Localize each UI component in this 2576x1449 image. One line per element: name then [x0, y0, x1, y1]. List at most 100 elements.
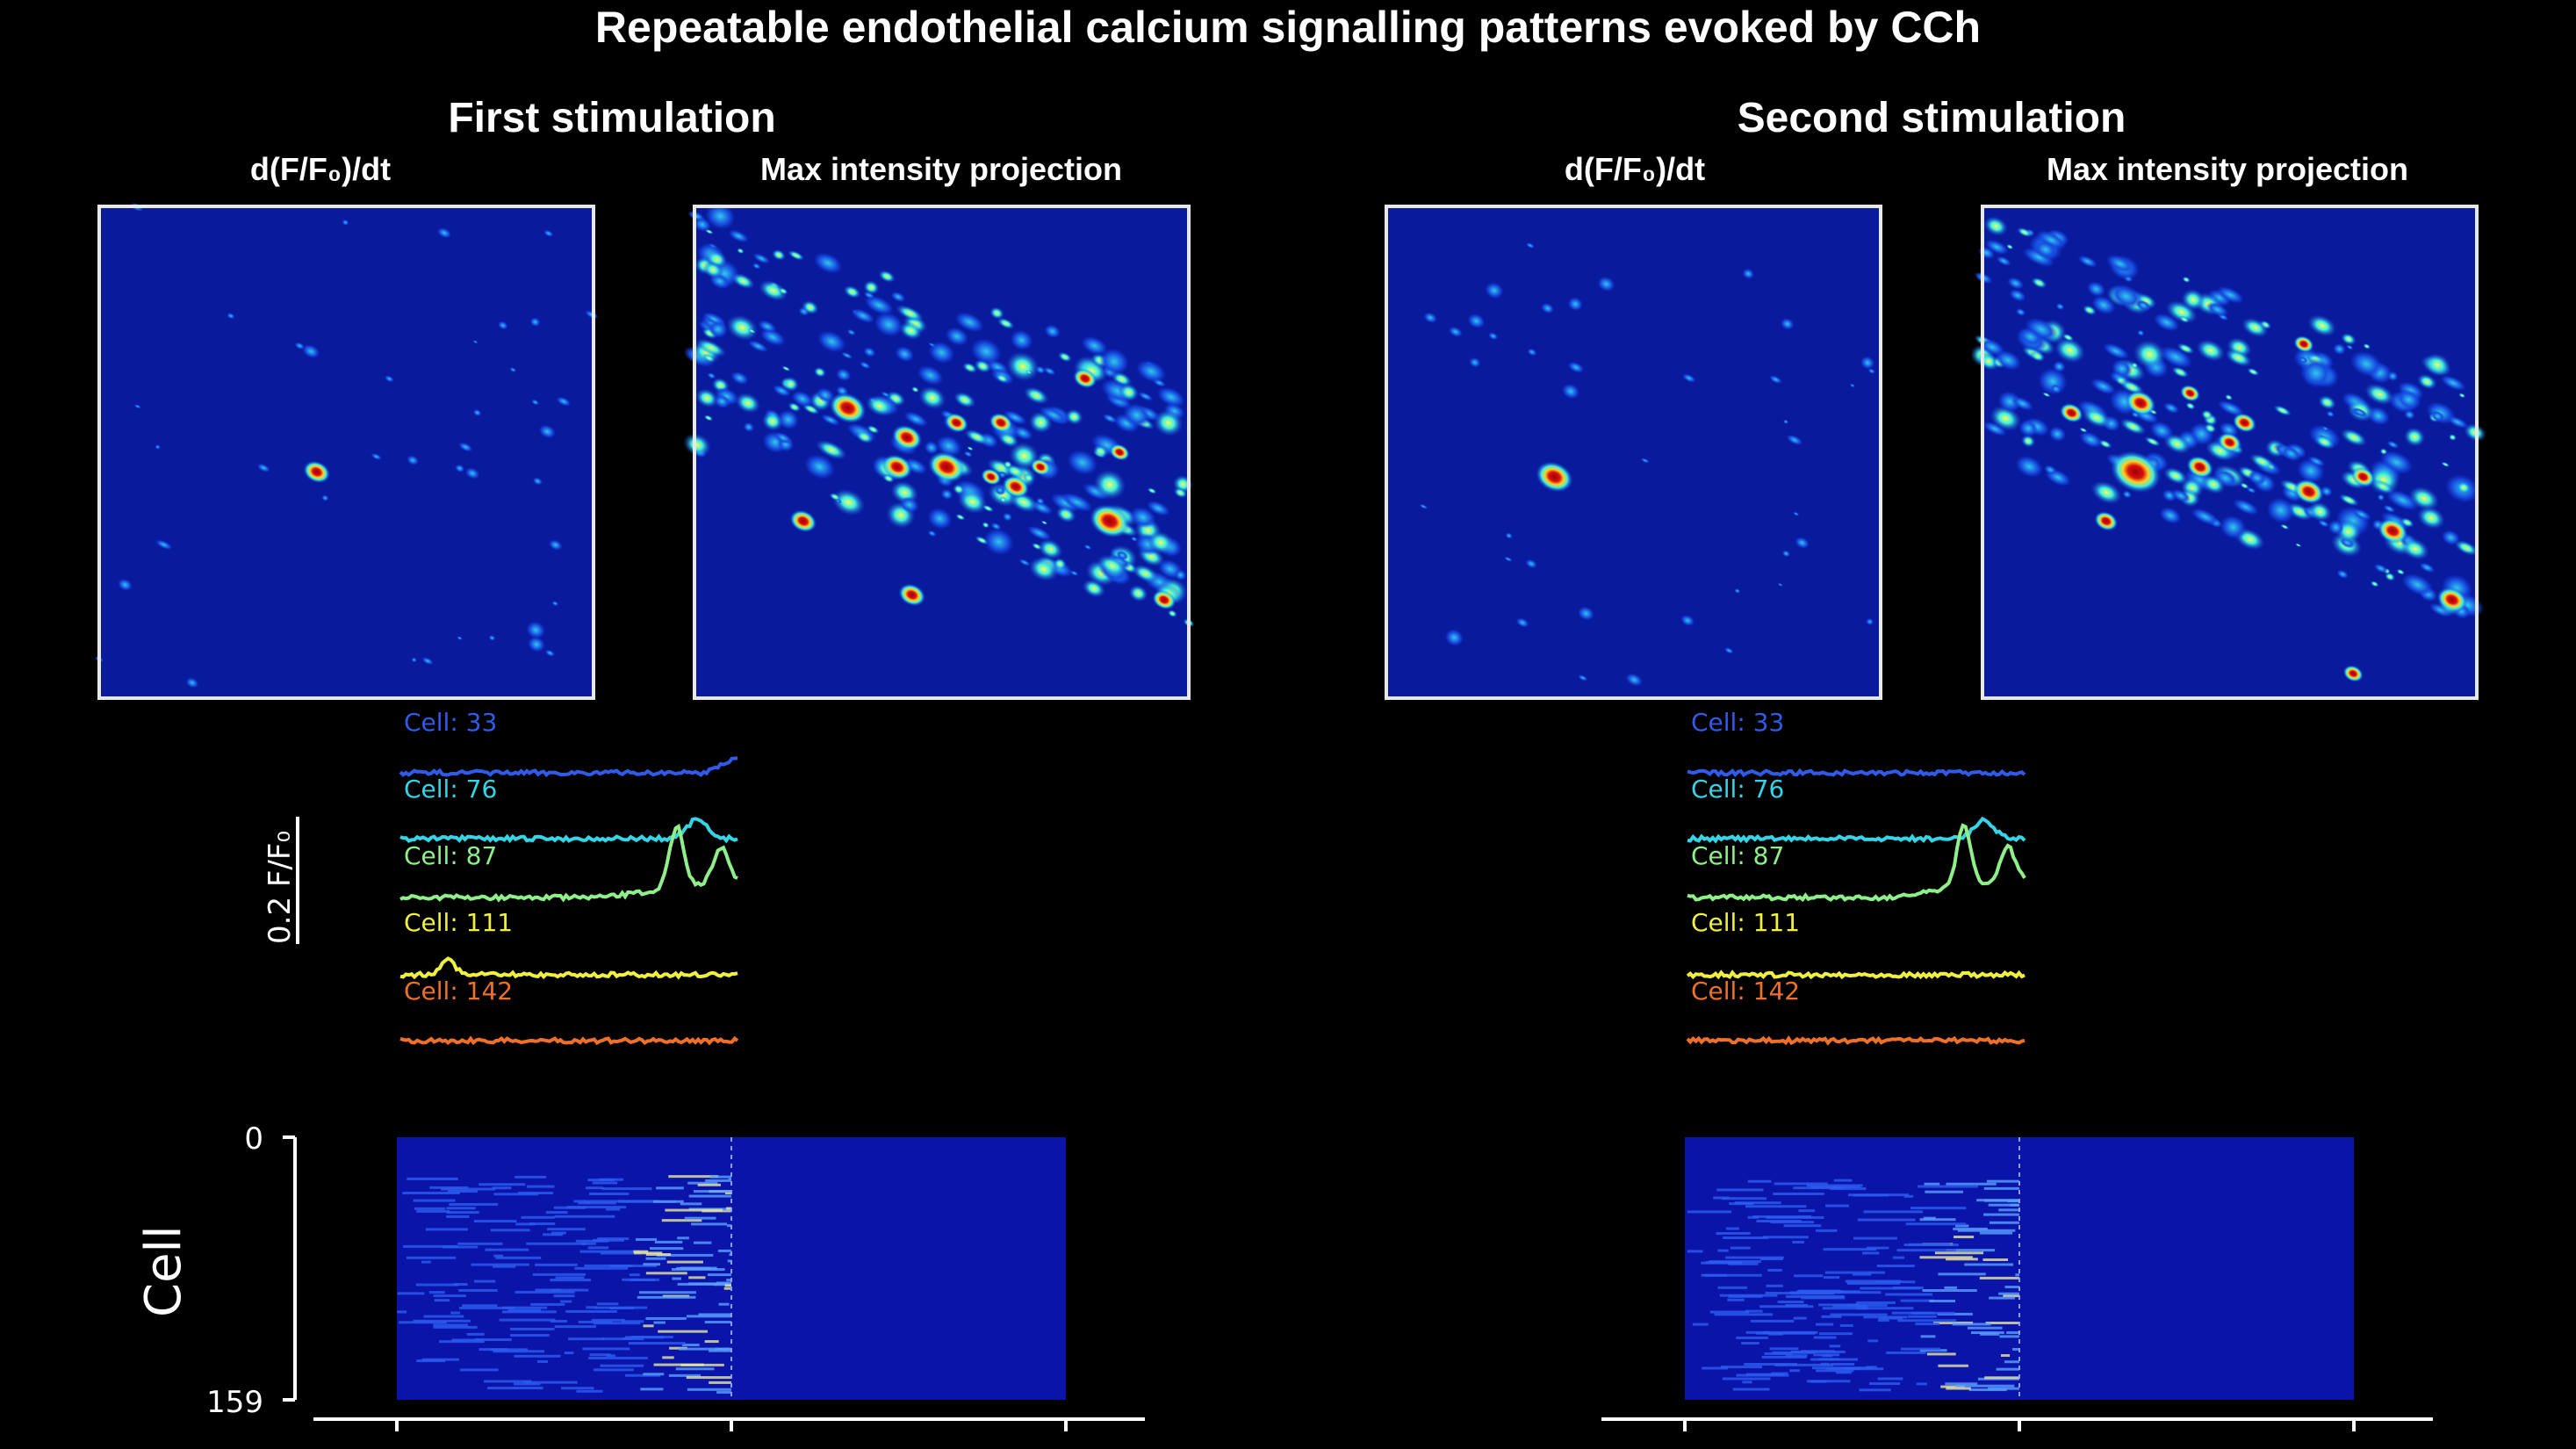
cell-signal [2448, 434, 2457, 442]
heatmap-streak [473, 1220, 517, 1223]
heatmap-streak [597, 1237, 630, 1241]
trace-line [1687, 768, 2026, 778]
trace-line [399, 956, 738, 980]
heatmap-streak [1954, 1236, 1975, 1239]
cell-signal [2273, 405, 2292, 416]
heatmap-streak [608, 1264, 658, 1267]
heatmap-streak [514, 1354, 561, 1358]
heatmap-streak [1702, 1366, 1728, 1370]
cell-signal [2206, 301, 2228, 317]
heatmap-streak [582, 1347, 630, 1351]
cell-signal [2011, 396, 2033, 411]
cell-signal [2225, 349, 2252, 367]
image-frame [97, 205, 595, 700]
heatmap-streak [1790, 1350, 1846, 1353]
heatmap-streak [1823, 1248, 1877, 1251]
cell-signal [2022, 247, 2054, 267]
cell-signal [713, 394, 730, 408]
cell-signal [2307, 456, 2326, 467]
heatmap-streak [438, 1340, 485, 1344]
heatmap-streak [1736, 1373, 1789, 1377]
heatmap-streak [1990, 1221, 2019, 1224]
cell-signal [2191, 508, 2220, 526]
heatmap-streak [493, 1254, 504, 1258]
cell-signal [683, 433, 712, 457]
cell-signal [1123, 403, 1151, 428]
cell-signal [2351, 407, 2369, 418]
cell-signal [962, 362, 978, 373]
heatmap-streak [554, 1325, 597, 1329]
cell-signal [1010, 329, 1033, 350]
heatmap-streak [1944, 1286, 1957, 1289]
cell-signal [2408, 486, 2440, 511]
cell-signal [2248, 470, 2267, 486]
heatmap-streak [2010, 1203, 2019, 1207]
heatmap-streak [1820, 1362, 1830, 1366]
cell-signal [1527, 348, 1537, 357]
cell-signal [2050, 384, 2062, 394]
cell-signal [2133, 339, 2166, 370]
cell-signal [2346, 344, 2354, 350]
cell-signal [2307, 314, 2337, 337]
heatmap-streak [495, 1256, 542, 1259]
cell-signal [1083, 544, 1092, 550]
cell-signal [2326, 410, 2335, 418]
cell-hotspot [1089, 504, 1130, 538]
cell-signal [2044, 465, 2057, 475]
cell-signal [2377, 494, 2385, 501]
cell-signal [841, 351, 853, 359]
heatmap-streak [485, 1248, 529, 1251]
cell-hotspot [829, 392, 867, 424]
heatmap-streak [1722, 1377, 1771, 1381]
cell-signal [758, 320, 777, 334]
heatmap-streak [1924, 1182, 1940, 1186]
heatmap-streak [466, 1332, 485, 1336]
heatmap-streak [1792, 1240, 1804, 1244]
trace-label: Cell: 76 [1691, 775, 1784, 804]
heatmap-streak [1938, 1364, 1968, 1367]
heatmap-streak [1900, 1347, 1940, 1351]
heatmap-streak [1897, 1319, 1957, 1323]
heatmap-streak [514, 1382, 541, 1386]
heatmap-streak [1816, 1323, 1834, 1326]
cell-signal [735, 393, 761, 414]
heatmap-streak [522, 1381, 578, 1384]
cell-signal [2185, 401, 2196, 410]
cell-signal [1994, 350, 2022, 371]
cell-signal [556, 396, 572, 407]
cell-signal [777, 409, 799, 430]
heatmap-streak [576, 1389, 603, 1393]
heatmap-streak [1900, 1299, 1934, 1302]
heatmap-streak [727, 1259, 731, 1263]
cell-hotspot [2179, 385, 2200, 402]
cell-signal [759, 279, 788, 301]
cell-signal [843, 285, 861, 299]
cell-signal [970, 338, 1002, 364]
image-label-max-projection: Max intensity projection [2047, 151, 2408, 187]
heatmap-streak [474, 1337, 512, 1341]
cell-signal [752, 253, 770, 264]
heatmap-streak [694, 1190, 731, 1193]
heatmap-streak [1762, 1236, 1809, 1239]
heatmap-streak [716, 1390, 731, 1394]
heatmap-streak [499, 1318, 556, 1322]
cell-hotspot [1073, 368, 1097, 389]
cell-signal [997, 431, 1019, 448]
heatmap-streak [623, 1337, 634, 1340]
heatmap-streak [633, 1250, 649, 1253]
heatmap-streak [600, 1251, 642, 1255]
cell-signal [2082, 305, 2097, 316]
heatmap-streak [645, 1252, 672, 1256]
heatmap-streak [1785, 1303, 1809, 1307]
heatmap-streak [1687, 1250, 1703, 1253]
heatmap-streak [677, 1236, 689, 1240]
cell-signal [2033, 240, 2058, 259]
cell-signal [1866, 617, 1874, 625]
heatmap-streak [1909, 1243, 1950, 1246]
cell-signal [2017, 227, 2033, 238]
cell-signal [791, 391, 814, 407]
trace-line [399, 823, 738, 903]
heatmap-streak [453, 1283, 468, 1287]
cell-signal [1003, 460, 1013, 469]
heatmap-streak [1911, 1311, 1955, 1315]
